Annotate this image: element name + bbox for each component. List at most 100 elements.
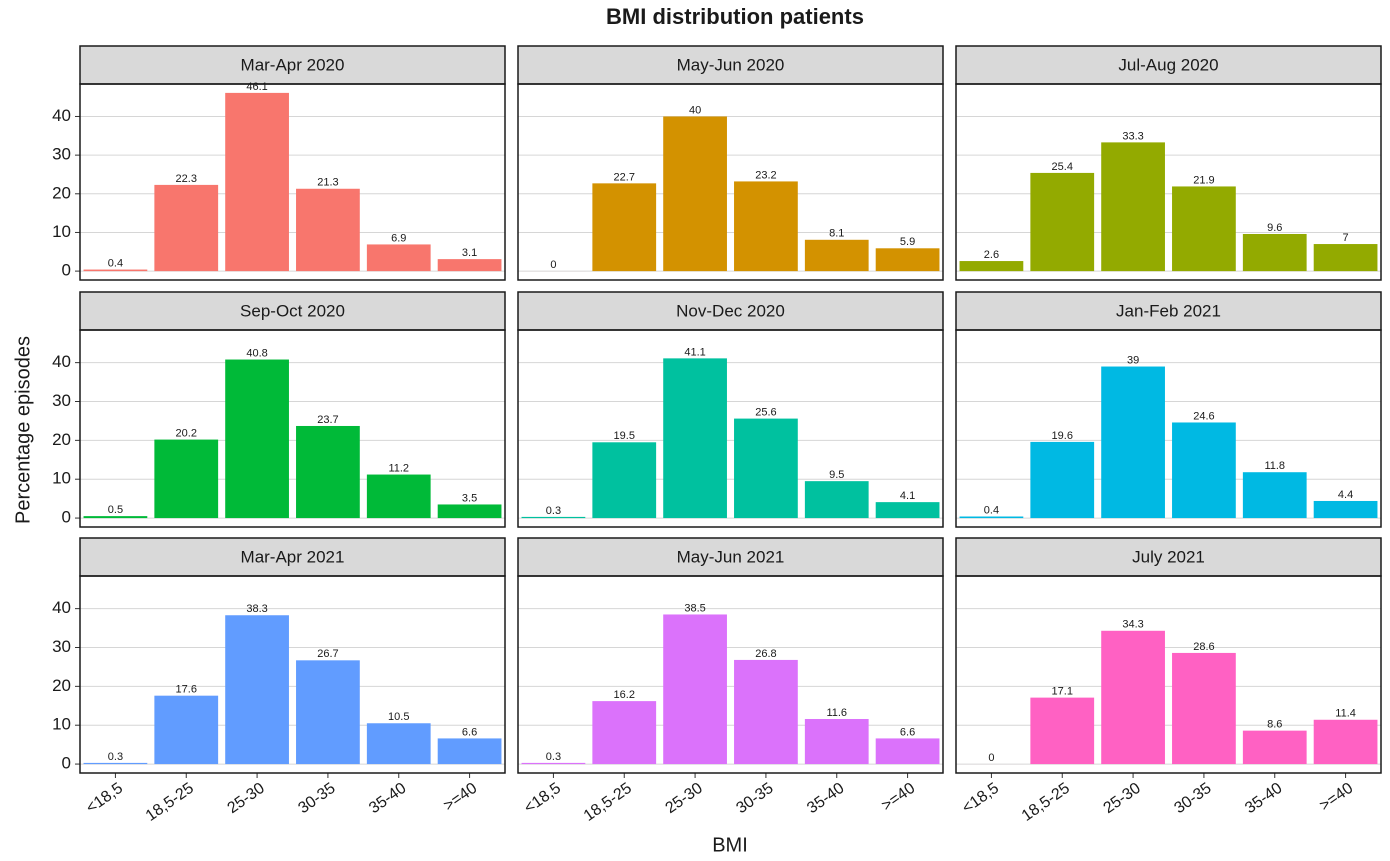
bar	[804, 481, 869, 519]
bar	[1030, 441, 1095, 519]
x-tick-label: 30-35	[295, 780, 338, 817]
value-label: 6.6	[462, 726, 477, 738]
value-label: 22.3	[176, 173, 197, 185]
y-tick-label: 30	[52, 145, 71, 164]
value-label: 0	[988, 752, 994, 764]
value-label: 19.5	[614, 430, 635, 442]
bar	[154, 695, 219, 765]
x-tick-label: 30-35	[1171, 780, 1214, 817]
y-tick-label: 10	[52, 469, 71, 488]
bar	[1172, 186, 1236, 272]
panel-title: May-Jun 2021	[677, 547, 785, 566]
panel-border	[955, 575, 1382, 774]
x-tick-label: >=40	[1317, 780, 1357, 815]
bar	[437, 504, 502, 519]
x-tick-label: >=40	[441, 780, 481, 815]
panel-border	[955, 329, 1382, 528]
value-label: 6.6	[900, 726, 915, 738]
bar	[734, 181, 798, 272]
bar	[1242, 472, 1307, 519]
bar	[1313, 719, 1378, 765]
value-label: 40	[689, 104, 701, 116]
panel-title: Nov-Dec 2020	[676, 301, 785, 320]
strip	[79, 537, 506, 577]
value-label: 6.9	[391, 232, 406, 244]
x-tick-label: 18,5-25	[143, 780, 197, 825]
bar	[734, 659, 798, 765]
strip	[517, 291, 944, 331]
bar	[875, 738, 940, 765]
bar	[83, 516, 148, 519]
panel-title: Mar-Apr 2020	[241, 55, 345, 74]
value-label: 8.1	[829, 228, 844, 240]
bar	[296, 660, 360, 765]
value-label: 40.8	[246, 347, 267, 359]
value-label: 8.6	[1267, 719, 1282, 731]
bar	[1313, 244, 1378, 272]
value-label: 28.6	[1193, 641, 1214, 653]
strip	[955, 45, 1382, 85]
panel-border	[79, 83, 506, 281]
bar	[1172, 652, 1236, 765]
x-tick-label: 30-35	[733, 780, 776, 817]
value-label: 5.9	[900, 236, 915, 248]
x-tick-label: 18,5-25	[1019, 780, 1073, 825]
panel-border	[517, 575, 944, 774]
y-tick-label: 40	[52, 352, 71, 371]
value-label: 0.3	[546, 751, 561, 763]
value-label: 25.4	[1052, 161, 1073, 173]
bar	[804, 239, 869, 272]
bar	[296, 425, 360, 519]
y-tick-label: 20	[52, 430, 71, 449]
panel-title: July 2021	[1132, 547, 1205, 566]
x-tick-label: 35-40	[1242, 780, 1285, 817]
strip	[955, 291, 1382, 331]
value-label: 4.1	[900, 490, 915, 502]
value-label: 2.6	[984, 249, 999, 261]
value-label: 3.1	[462, 247, 477, 259]
panel-title: May-Jun 2020	[677, 55, 785, 74]
bar	[1242, 730, 1307, 765]
strip	[517, 537, 944, 577]
bar	[225, 359, 289, 519]
y-tick-label: 0	[62, 261, 71, 280]
bar	[1101, 142, 1165, 272]
bar	[592, 442, 657, 519]
value-label: 38.3	[246, 603, 267, 615]
x-tick-label: <18,5	[521, 780, 564, 817]
value-label: 20.2	[176, 427, 197, 439]
value-label: 39	[1127, 354, 1139, 366]
bar	[663, 116, 727, 272]
value-label: 17.1	[1052, 686, 1073, 698]
value-label: 0	[550, 259, 556, 271]
value-label: 25.6	[755, 406, 776, 418]
bar	[959, 261, 1024, 272]
value-label: 16.2	[614, 689, 635, 701]
value-label: 46.1	[246, 81, 267, 93]
bar	[437, 738, 502, 765]
bar	[592, 183, 657, 272]
value-label: 0.5	[108, 504, 123, 516]
value-label: 41.1	[684, 346, 705, 358]
value-label: 33.3	[1122, 130, 1143, 142]
bar	[875, 502, 940, 519]
bar	[437, 259, 502, 272]
y-tick-label: 10	[52, 222, 71, 241]
value-label: 0.3	[546, 505, 561, 517]
x-tick-label: 25-30	[225, 780, 268, 817]
y-tick-label: 20	[52, 183, 71, 202]
bar	[1101, 366, 1165, 519]
x-tick-label: <18,5	[83, 780, 126, 817]
x-tick-label: <18,5	[959, 780, 1002, 817]
panel-title: Mar-Apr 2021	[241, 547, 345, 566]
bar	[154, 439, 219, 519]
x-axis-label: BMI	[712, 834, 748, 856]
bar	[1242, 233, 1307, 272]
y-tick-label: 10	[52, 715, 71, 734]
bar	[83, 269, 148, 272]
value-label: 11.4	[1335, 708, 1356, 720]
y-tick-label: 20	[52, 676, 71, 695]
bar	[1030, 697, 1095, 765]
